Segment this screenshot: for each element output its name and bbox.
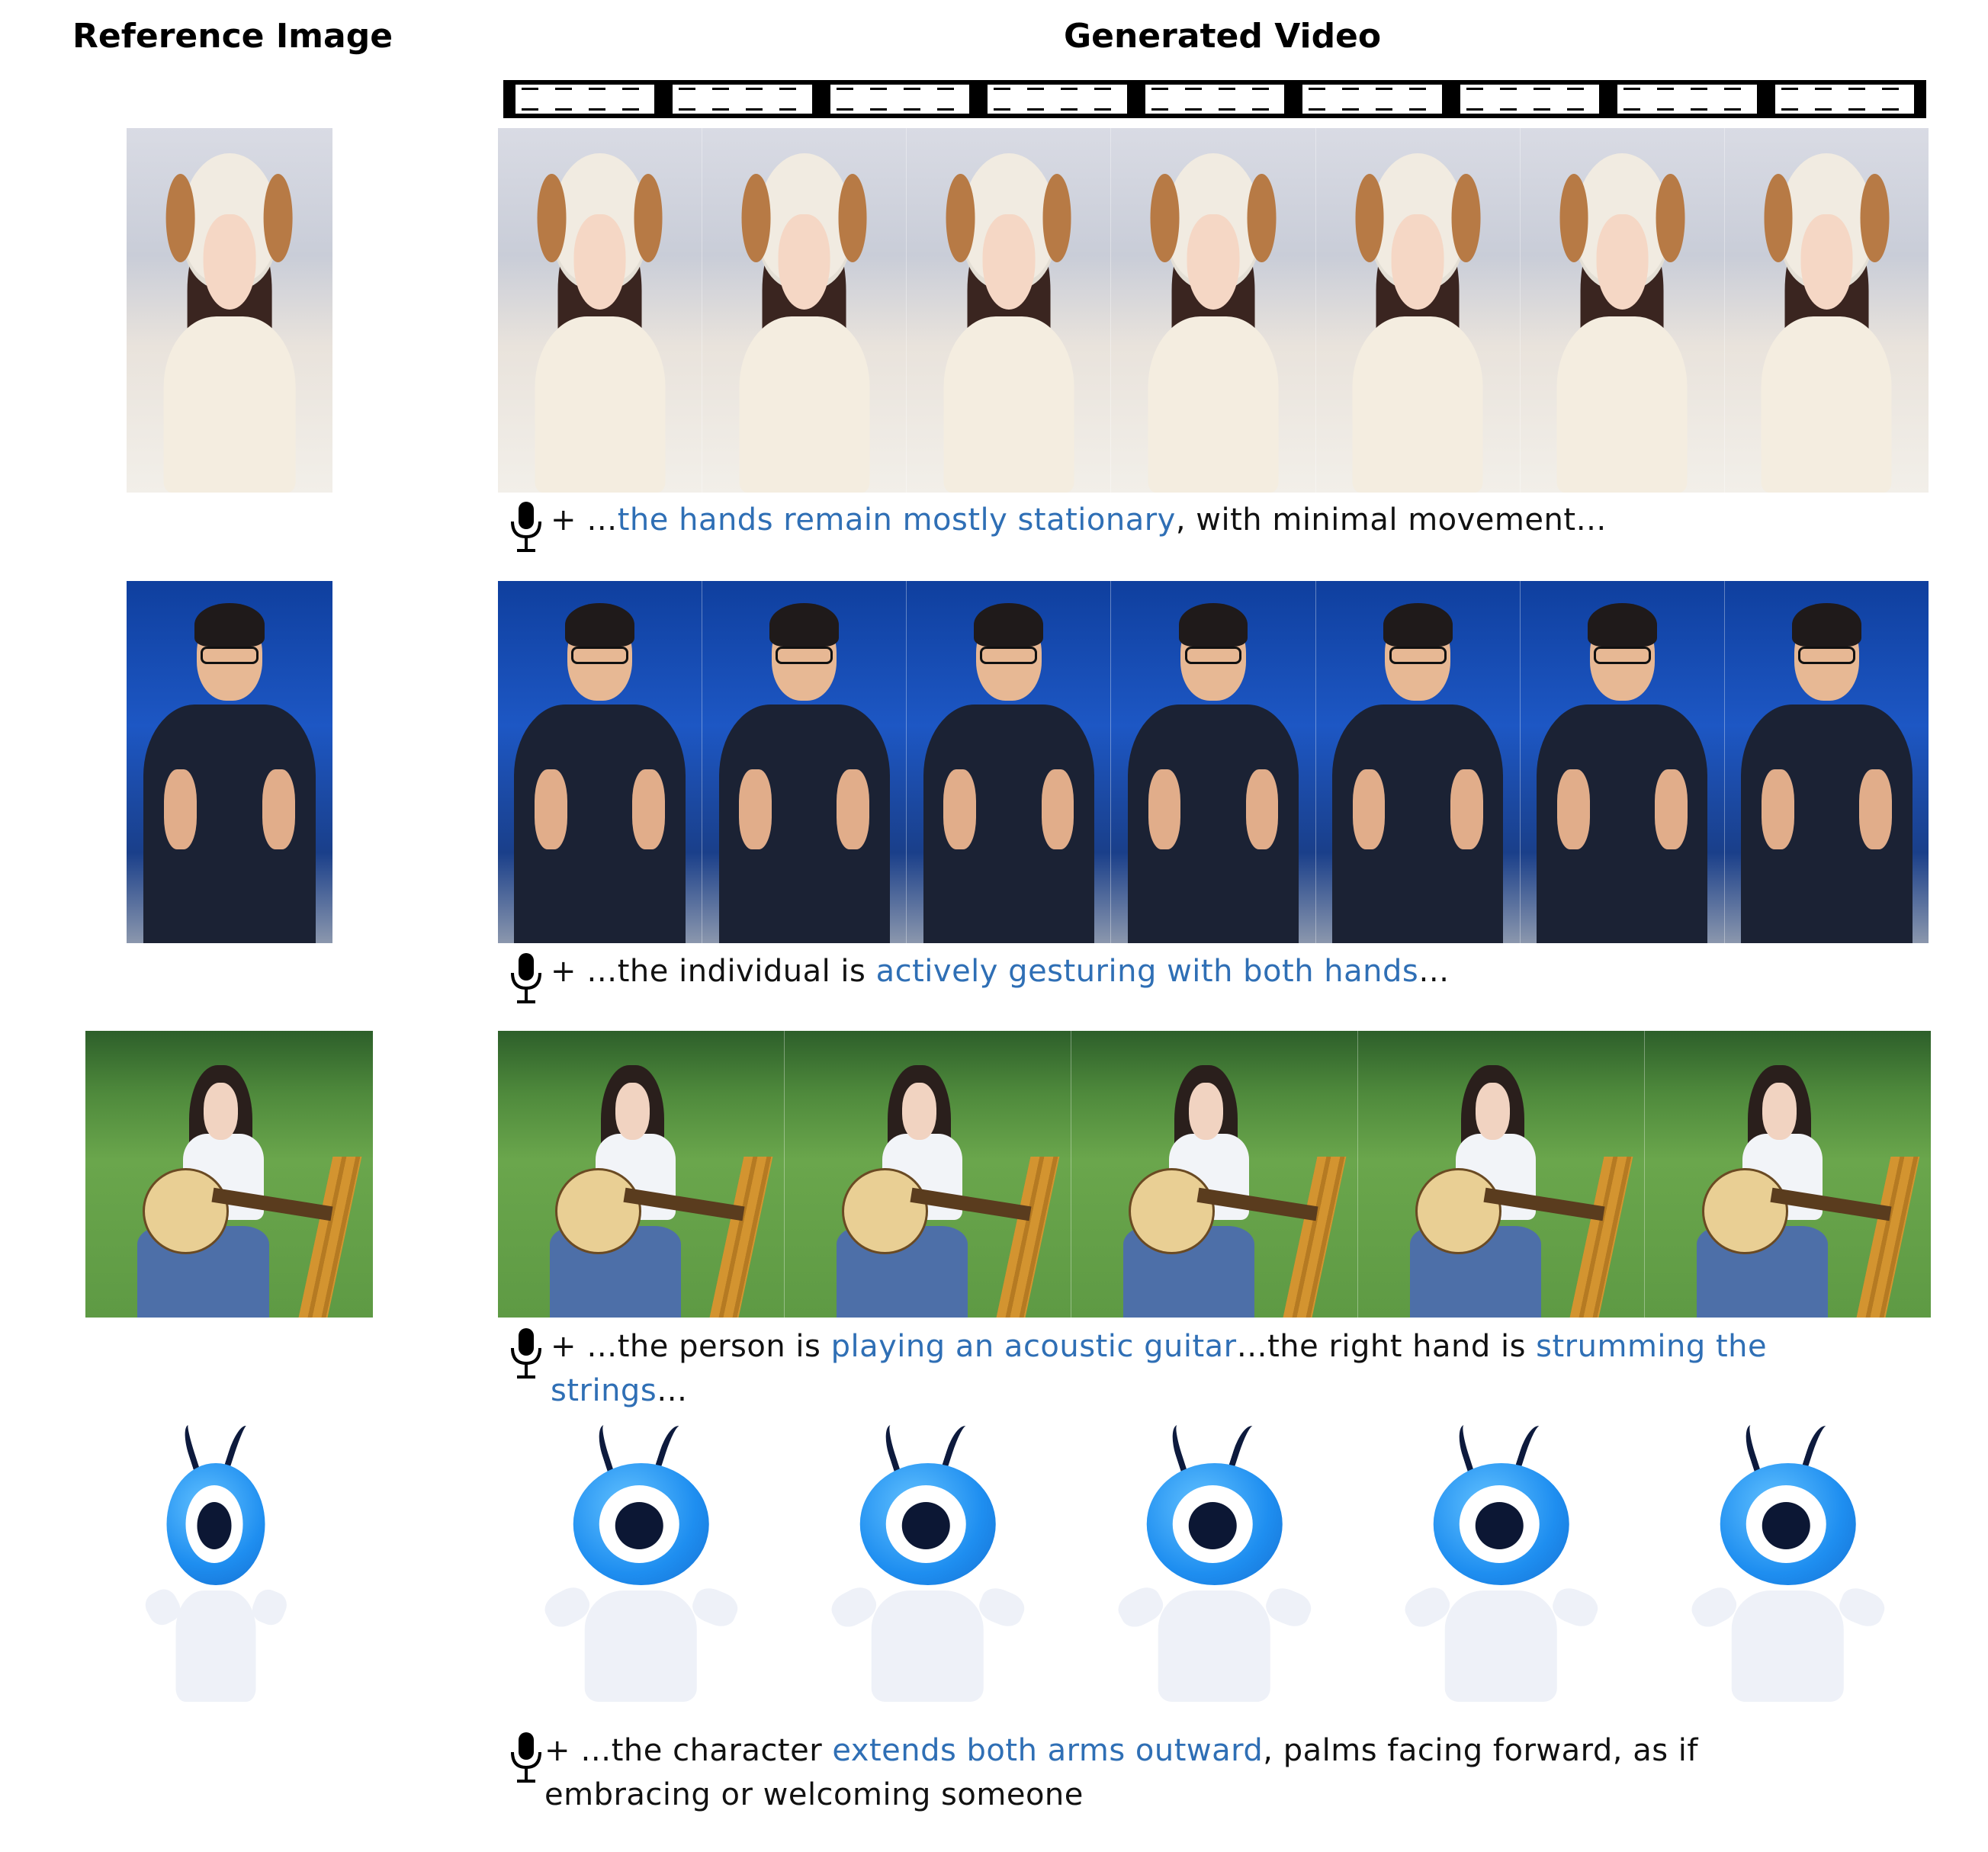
caption-text: … — [657, 1373, 688, 1408]
microphone-icon — [511, 1732, 541, 1783]
reference-image-header: Reference Image — [72, 17, 393, 56]
reference-image-2 — [127, 581, 332, 943]
caption-text: … — [1418, 954, 1450, 989]
caption-highlight: the hands remain mostly stationary — [617, 502, 1176, 538]
caption-text: embracing or welcoming someone — [544, 1777, 1084, 1812]
filmstrip-icon — [503, 80, 1926, 118]
reference-image-1 — [127, 128, 332, 493]
caption-text: + …the character — [544, 1733, 833, 1768]
caption-row-3: + …the person is playing an acoustic gui… — [551, 1324, 1923, 1413]
caption-text: + …the individual is — [551, 954, 876, 989]
caption-row-1: + …the hands remain mostly stationary, w… — [551, 498, 1607, 542]
caption-text: + …the person is — [551, 1329, 831, 1364]
generated-frames-1 — [498, 128, 1929, 493]
microphone-icon — [511, 1328, 541, 1379]
microphone-icon — [511, 502, 541, 552]
caption-text: …the right hand is — [1236, 1329, 1537, 1364]
generated-frames-2 — [498, 581, 1929, 943]
caption-highlight: actively gesturing with both hands — [875, 954, 1419, 989]
generated-video-header: Generated Video — [1064, 17, 1382, 56]
caption-row-2: + …the individual is actively gesturing … — [551, 949, 1450, 993]
generated-frames-4 — [498, 1424, 1931, 1702]
caption-highlight: strumming the — [1536, 1329, 1768, 1364]
caption-highlight: playing an acoustic guitar — [830, 1329, 1237, 1364]
caption-text: , with minimal movement… — [1175, 502, 1607, 538]
caption-text: , palms facing forward, as if — [1263, 1733, 1698, 1768]
reference-image-4 — [113, 1424, 319, 1702]
microphone-icon — [511, 953, 541, 1003]
caption-highlight: extends both arms outward — [832, 1733, 1264, 1768]
caption-row-4: + …the character extends both arms outwa… — [544, 1728, 1925, 1817]
reference-image-3 — [85, 1031, 373, 1318]
generated-frames-3 — [498, 1031, 1931, 1318]
caption-highlight: strings — [551, 1373, 657, 1408]
caption-text: + … — [551, 502, 618, 538]
